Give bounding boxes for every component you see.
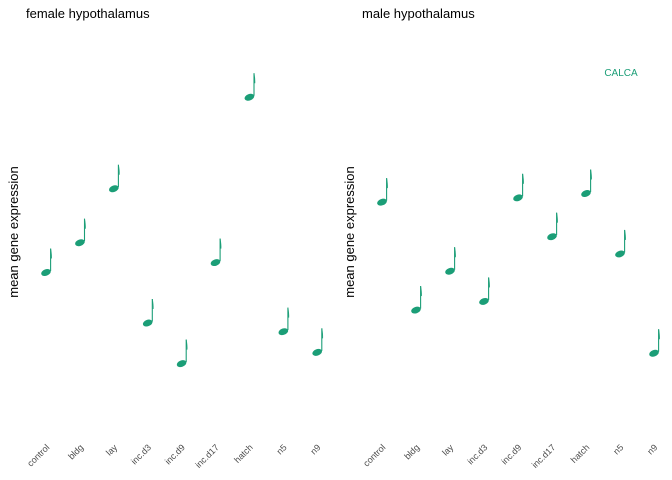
female-panel-title: female hypothalamus [26, 6, 150, 21]
male-x-tick-n9: n9 [645, 442, 659, 456]
male-point-bldg [411, 285, 422, 314]
male-point-control [377, 178, 388, 206]
male-x-tick-labels: control bldg lay inc.d3 inc.d9 inc.d17 hatch n5… [361, 442, 659, 470]
male-x-tick-inc-d17: inc.d17 [530, 442, 558, 470]
male-x-tick-inc-d9: inc.d9 [499, 442, 523, 466]
male-x-tick-hatch: hatch [569, 442, 592, 465]
male-x-tick-n5: n5 [611, 442, 625, 456]
male-point-inc-d17 [547, 212, 558, 241]
male-x-tick-bldg: bldg [402, 442, 421, 461]
female-x-tick-n5: n5 [275, 442, 289, 456]
female-points [41, 73, 324, 368]
female-point-n5 [278, 307, 290, 336]
female-point-n9 [312, 328, 324, 356]
female-point-lay [108, 164, 120, 193]
gene-annotation-calca: CALCA [604, 68, 638, 79]
female-point-bldg [75, 218, 86, 247]
female-x-tick-bldg: bldg [66, 442, 85, 461]
female-x-tick-inc-d9: inc.d9 [163, 442, 187, 466]
male-x-tick-lay: lay [440, 442, 456, 458]
female-x-tick-control: control [25, 442, 51, 468]
female-x-tick-inc-d3: inc.d3 [129, 442, 153, 466]
female-point-inc-d17 [210, 238, 222, 267]
female-point-control [41, 248, 52, 276]
female-x-tick-n9: n9 [308, 442, 322, 456]
female-x-tick-labels: control bldg lay inc.d3 inc.d9 inc.d17 hatch n5… [25, 442, 322, 470]
male-point-lay [445, 247, 456, 275]
male-y-axis-label: mean gene expression [342, 166, 357, 298]
female-point-hatch [244, 73, 256, 101]
male-panel-title: male hypothalamus [362, 6, 475, 21]
female-point-inc-d9 [176, 339, 188, 368]
male-point-inc-d3 [479, 277, 490, 305]
male-panel: male hypothalamus mean gene expression C… [342, 6, 660, 470]
female-point-inc-d3 [142, 298, 154, 327]
female-x-tick-lay: lay [104, 442, 120, 458]
male-point-hatch [581, 169, 592, 197]
male-points [377, 169, 660, 357]
male-point-n5 [615, 229, 626, 258]
male-point-inc-d9 [513, 173, 524, 202]
female-x-tick-hatch: hatch [232, 442, 255, 465]
male-x-tick-inc-d3: inc.d3 [465, 442, 489, 466]
female-y-axis-label: mean gene expression [6, 166, 21, 298]
female-x-tick-inc-d17: inc.d17 [193, 442, 221, 470]
male-point-n9 [649, 329, 660, 357]
male-x-tick-control: control [361, 442, 387, 468]
female-panel: female hypothalamus mean gene expression… [6, 6, 324, 470]
